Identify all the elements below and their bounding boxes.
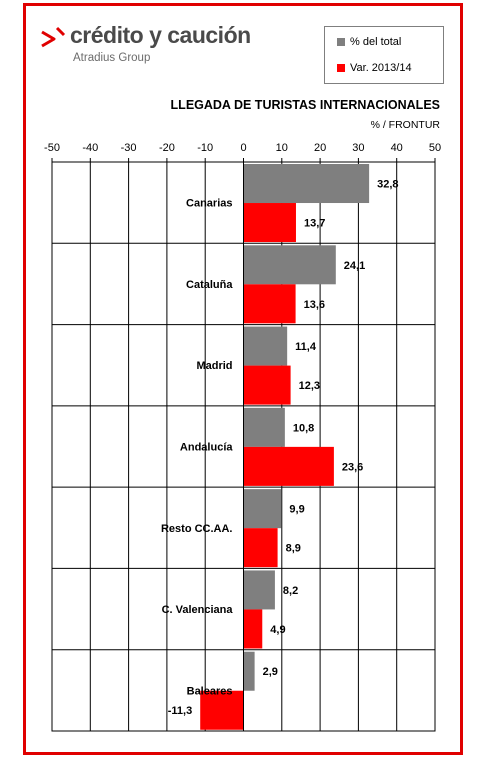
x-tick-label: 50 bbox=[429, 142, 441, 154]
data-label-variation: 23,6 bbox=[342, 461, 363, 473]
brand-arrow-icon bbox=[41, 26, 66, 48]
x-tick-label: -20 bbox=[159, 142, 175, 154]
category-label: Baleares bbox=[187, 685, 233, 697]
chart-legend: % del total Var. 2013/14 bbox=[324, 26, 444, 84]
data-label-variation: 12,3 bbox=[299, 380, 320, 392]
chart-subtitle: % / FRONTUR bbox=[370, 119, 440, 131]
x-tick-label: -30 bbox=[121, 142, 137, 154]
legend-label-share: % del total bbox=[350, 36, 402, 48]
category-label: Resto CC.AA. bbox=[161, 523, 233, 535]
data-label-share: 2,9 bbox=[263, 666, 278, 678]
data-label-variation: -11,3 bbox=[168, 705, 192, 717]
bar-share bbox=[243, 326, 288, 366]
x-tick-label: -50 bbox=[44, 142, 60, 154]
bar-share bbox=[243, 164, 370, 204]
chart-title: LLEGADA DE TURISTAS INTERNACIONALES bbox=[170, 98, 440, 112]
brand-name: crédito y caución bbox=[70, 22, 251, 48]
x-tick-label: 10 bbox=[276, 142, 288, 154]
category-label: Canarias bbox=[186, 198, 232, 210]
data-label-share: 24,1 bbox=[344, 260, 365, 272]
data-label-share: 11,4 bbox=[295, 341, 317, 353]
bar-variation bbox=[243, 365, 291, 405]
category-label: Cataluña bbox=[186, 279, 233, 291]
category-label: Madrid bbox=[196, 360, 232, 372]
bar-variation bbox=[243, 284, 296, 324]
category-label: C. Valenciana bbox=[162, 604, 234, 616]
bar-share bbox=[243, 489, 282, 529]
data-label-variation: 8,9 bbox=[286, 543, 301, 555]
x-tick-label: 40 bbox=[391, 142, 403, 154]
legend-swatch-share bbox=[337, 38, 345, 46]
bar-share bbox=[243, 407, 285, 447]
legend-label-variation: Var. 2013/14 bbox=[350, 62, 412, 74]
x-tick-label: -10 bbox=[197, 142, 213, 154]
data-label-share: 32,8 bbox=[377, 179, 398, 191]
data-label-share: 9,9 bbox=[289, 504, 304, 516]
bar-variation bbox=[200, 690, 244, 730]
data-label-variation: 4,9 bbox=[270, 624, 285, 636]
bar-variation bbox=[243, 203, 296, 243]
bar-variation bbox=[243, 528, 278, 568]
bar-variation bbox=[243, 446, 334, 486]
x-tick-label: 20 bbox=[314, 142, 326, 154]
data-label-variation: 13,7 bbox=[304, 218, 325, 230]
brand-subtitle: Atradius Group bbox=[73, 52, 151, 64]
bar-share bbox=[243, 570, 275, 610]
chart-frame bbox=[23, 3, 463, 755]
bar-variation bbox=[243, 609, 263, 649]
data-label-share: 10,8 bbox=[293, 422, 314, 434]
category-label: Andalucía bbox=[180, 442, 233, 454]
bar-share bbox=[243, 245, 336, 285]
x-tick-label: -40 bbox=[82, 142, 98, 154]
legend-item-share: % del total bbox=[337, 35, 401, 49]
x-tick-label: 0 bbox=[240, 142, 246, 154]
data-label-share: 8,2 bbox=[283, 585, 298, 597]
data-label-variation: 13,6 bbox=[304, 299, 325, 311]
brand-logo: crédito y caución Atradius Group bbox=[40, 22, 280, 68]
legend-swatch-variation bbox=[337, 64, 345, 72]
legend-item-variation: Var. 2013/14 bbox=[337, 61, 412, 75]
bar-share bbox=[243, 651, 255, 691]
x-tick-label: 30 bbox=[352, 142, 364, 154]
